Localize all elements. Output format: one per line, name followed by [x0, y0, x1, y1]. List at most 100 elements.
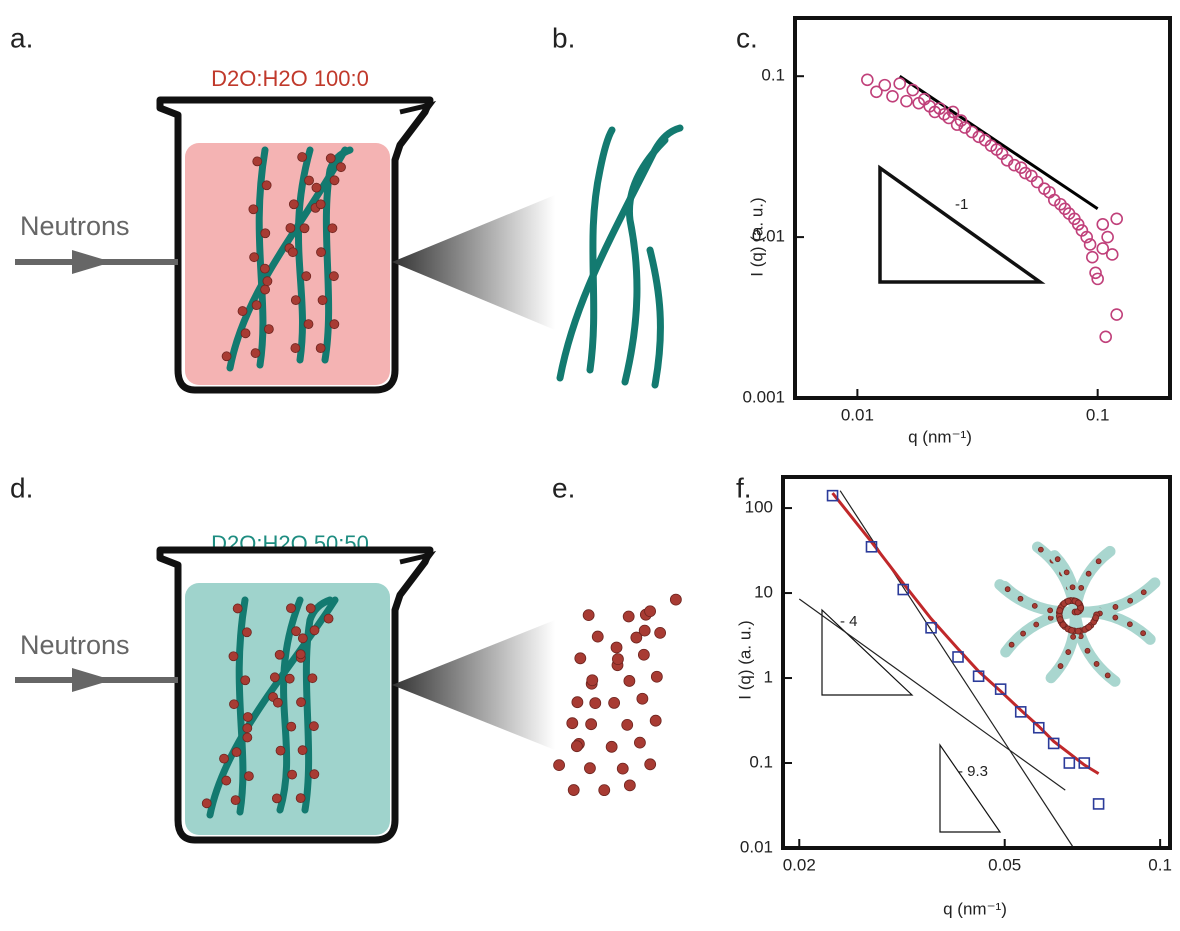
bead — [572, 697, 583, 708]
bead — [1096, 559, 1101, 564]
bead — [571, 741, 582, 752]
bead — [612, 654, 623, 665]
bead — [292, 627, 301, 636]
bead — [637, 693, 648, 704]
bead — [310, 770, 319, 779]
bead — [1057, 608, 1063, 614]
data-point — [1087, 252, 1098, 263]
bead — [1128, 598, 1133, 603]
bead — [298, 153, 307, 162]
bead — [330, 320, 339, 329]
arrow-head — [72, 668, 112, 692]
bead — [261, 229, 270, 238]
bead — [1066, 650, 1071, 655]
y-axis-label: I (q) (a. u.) — [735, 620, 754, 699]
bead — [326, 154, 335, 163]
bead — [312, 183, 321, 192]
bead — [243, 733, 252, 742]
bead — [250, 253, 259, 262]
bead — [1094, 661, 1099, 666]
beam-label: Neutrons — [20, 211, 130, 241]
data-point — [1092, 273, 1103, 284]
bead — [296, 650, 305, 659]
bead — [606, 741, 617, 752]
bead — [1038, 547, 1043, 552]
plot-frame — [795, 18, 1170, 398]
bead — [287, 722, 296, 731]
beam-label: Neutrons — [20, 630, 130, 660]
bead-diagram — [554, 590, 682, 796]
bead — [238, 307, 247, 316]
bead — [337, 163, 346, 172]
bead — [634, 737, 645, 748]
bead — [1065, 598, 1071, 604]
spout — [400, 555, 430, 595]
bead — [286, 604, 295, 613]
x-tick-label: 0.1 — [1148, 855, 1172, 874]
data-point — [862, 74, 873, 85]
fiber — [650, 250, 660, 385]
beaker-diagram: D2O:H2O 50:50 Neutrons — [15, 531, 555, 840]
bead — [1093, 615, 1099, 621]
bead — [1009, 642, 1014, 647]
panel-label: a. — [10, 22, 33, 53]
fit-line — [833, 493, 1099, 774]
y-tick-label: 0.1 — [761, 66, 785, 85]
micelle-inset — [1000, 547, 1155, 681]
data-point — [1102, 232, 1113, 243]
bead — [1069, 627, 1075, 633]
fiber-diagram — [560, 128, 680, 385]
bead — [253, 157, 262, 166]
bead — [1005, 587, 1010, 592]
slope-label: -1 — [955, 196, 968, 213]
bead — [1105, 673, 1110, 678]
bead — [243, 724, 252, 733]
spout — [400, 105, 430, 145]
bead — [241, 676, 250, 685]
x-tick-label: 0.01 — [841, 405, 874, 424]
bead — [276, 746, 285, 755]
bead — [233, 604, 242, 613]
bead — [242, 628, 251, 637]
bead — [624, 780, 635, 791]
x-tick-label: 0.05 — [988, 855, 1021, 874]
bead — [298, 634, 307, 643]
bead — [623, 611, 634, 622]
bead — [300, 224, 309, 233]
bead — [599, 785, 610, 796]
bead — [291, 296, 300, 305]
bead — [655, 627, 666, 638]
bead — [1021, 631, 1026, 636]
y-tick-label: 0.1 — [749, 752, 773, 771]
plot-frame — [783, 477, 1170, 848]
zoom-cone — [392, 195, 555, 330]
bead — [262, 181, 271, 190]
bead — [288, 770, 297, 779]
bead — [308, 674, 317, 683]
panel-label: c. — [736, 22, 758, 53]
bead — [260, 264, 269, 273]
bead — [617, 763, 628, 774]
bead — [592, 631, 603, 642]
bead — [324, 614, 333, 623]
bead — [263, 277, 272, 286]
bead — [1086, 624, 1092, 630]
bead — [651, 671, 662, 682]
bead — [298, 746, 307, 755]
bead — [622, 719, 633, 730]
bead — [583, 610, 594, 621]
bead — [1127, 622, 1132, 627]
bead — [270, 673, 279, 682]
bead — [302, 272, 311, 281]
bead — [316, 344, 325, 353]
bead — [251, 349, 260, 358]
data-point — [1094, 799, 1104, 809]
bead — [1048, 608, 1053, 613]
bead — [291, 344, 300, 353]
data-point — [1064, 758, 1074, 768]
bead — [567, 718, 578, 729]
bead — [249, 205, 258, 214]
data-point — [901, 96, 912, 107]
bead — [586, 719, 597, 730]
bead — [645, 606, 656, 617]
